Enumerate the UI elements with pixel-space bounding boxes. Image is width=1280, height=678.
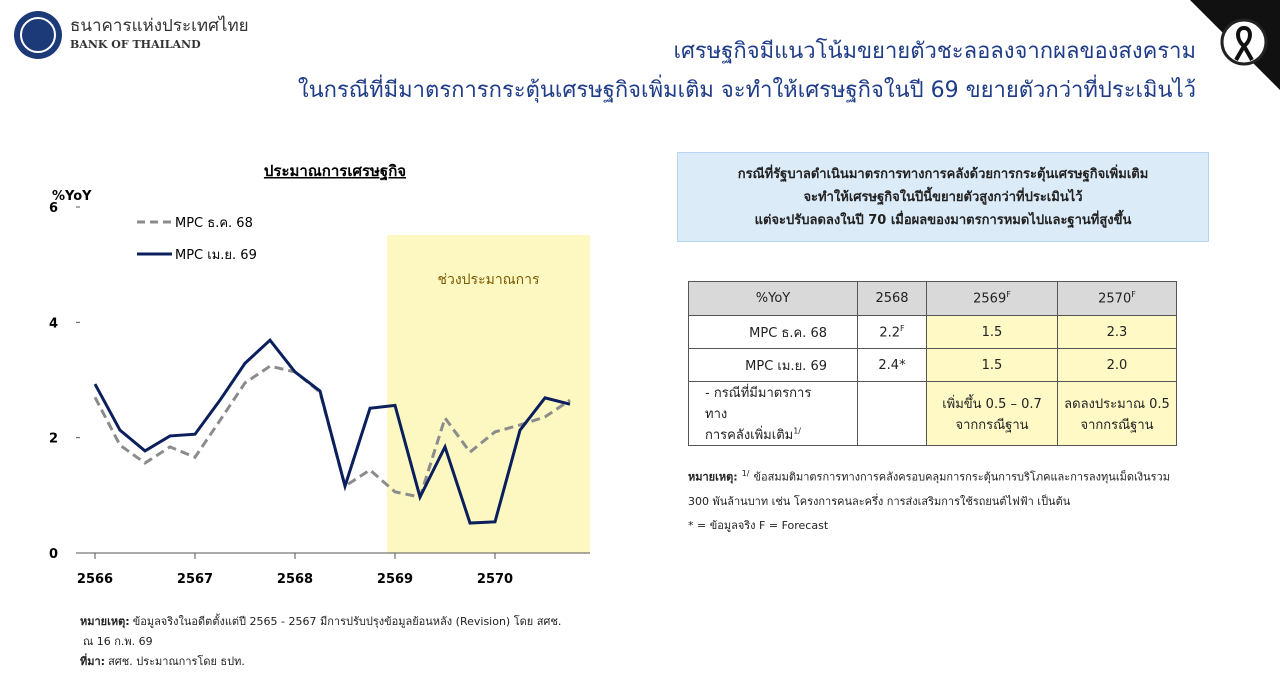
table-notes: หมายเหตุ: 1/ข้อสมมติมาตรการทางการคลังครอบ… <box>688 462 1170 538</box>
table-cell: %YoY <box>688 281 858 316</box>
note-line: 300 พันล้านบาท เช่น โครงการคนละครึ่ง การ… <box>688 494 1071 508</box>
legend-label: MPC ธ.ค. 68 <box>175 216 253 231</box>
note-line: ที่มา: สศช. ประมาณการโดย ธปท. <box>80 652 561 672</box>
series-line <box>93 338 571 525</box>
table-row: MPC ธ.ค. 68 2.2F 1.5 2.3 <box>688 315 1177 349</box>
note-sup: 1/ <box>741 469 750 478</box>
table-cell: 1.5 <box>926 315 1058 349</box>
legend-label: MPC เม.ย. 69 <box>175 248 257 263</box>
x-tick-label: 2570 <box>477 572 513 587</box>
cell-sup: F <box>1006 290 1011 300</box>
table-cell: MPC ธ.ค. 68 <box>688 315 858 349</box>
forecast-shade <box>387 235 590 553</box>
table-row: - กรณีที่มีมาตรการทาง การคลังเพิ่มเติม1/… <box>688 381 1177 446</box>
y-tick-label: 6 <box>49 201 58 216</box>
table-cell: ลดลงประมาณ 0.5 จากกรณีฐาน <box>1057 381 1177 446</box>
cell-text: MPC เม.ย. 69 <box>745 358 827 374</box>
table-header-row: %YoY 2568 2569F 2570F <box>688 281 1177 316</box>
note-text: ข้อสมมติมาตรการทางการคลังครอบคลุมการกระต… <box>753 470 1170 484</box>
cell-sup: F <box>900 323 905 333</box>
table-cell: 2.0 <box>1057 348 1177 382</box>
note-text: ณ 16 ก.พ. 69 <box>83 635 153 648</box>
ribbon <box>1234 26 1254 61</box>
x-tick-label: 2569 <box>377 572 413 587</box>
cell-text: %YoY <box>755 291 791 306</box>
cell-text: 1.5 <box>981 324 1003 340</box>
slide-title: ในกรณีที่มีมาตรการกระตุ้นเศรษฐกิจเพิ่มเต… <box>297 78 1196 103</box>
note-line: * = ข้อมูลจริง F = Forecast <box>688 518 829 532</box>
table-cell: 2568 <box>857 281 927 316</box>
y-tick-label: 0 <box>49 547 58 562</box>
callout-line: จะทำให้เศรษฐกิจในปีนี้ขยายตัวสูงกว่าที่ป… <box>803 189 1083 205</box>
note-text: ข้อมูลจริงในอดีตตั้งแต่ปี 2565 - 2567 มี… <box>132 615 562 628</box>
org-name-th: ธนาคารแห่งประเทศไทย <box>70 16 249 36</box>
cell-text: 2.0 <box>1106 357 1128 373</box>
ribbon-badge <box>1220 18 1268 66</box>
cell-text: 2569 <box>973 291 1007 307</box>
slide-title: เศรษฐกิจมีแนวโน้มขยายตัวชะลอลงจากผลของสง… <box>673 39 1196 64</box>
cell-text: 2570 <box>1098 291 1132 307</box>
table-cell: 2570F <box>1057 281 1177 316</box>
cell-text: 2.2 <box>879 325 901 341</box>
chart-title: ประมาณการเศรษฐกิจ <box>264 162 406 181</box>
logo-ring <box>20 17 56 53</box>
chart-notes: หมายเหตุ: ข้อมูลจริงในอดีตตั้งแต่ปี 2565 … <box>80 612 561 672</box>
cell-text: 2.3 <box>1106 324 1128 340</box>
x-tick-label: 2566 <box>77 572 113 587</box>
cell-text: MPC ธ.ค. 68 <box>749 325 827 341</box>
note-text: สศช. ประมาณการโดย ธปท. <box>108 655 245 668</box>
org-name-en: BANK OF THAILAND <box>70 38 201 51</box>
y-tick-label: 2 <box>49 432 58 447</box>
callout: กรณีที่รัฐบาลดำเนินมาตรการทางการคลังด้วย… <box>677 152 1209 242</box>
table-cell: เพิ่มขึ้น 0.5 – 0.7 จากกรณีฐาน <box>926 381 1058 446</box>
note-line: ณ 16 ก.พ. 69 <box>80 632 561 652</box>
note-label: หมายเหตุ: <box>80 615 130 628</box>
table-cell: 2.2F <box>857 315 927 349</box>
note-label: ที่มา: <box>80 655 106 668</box>
cell-text: 2.4* <box>878 357 906 373</box>
table-cell: MPC เม.ย. 69 <box>688 348 858 382</box>
cell-sup: F <box>1131 290 1136 300</box>
cell-sup: 1/ <box>793 426 801 436</box>
table-cell: 1.5 <box>926 348 1058 382</box>
note-line: หมายเหตุ: ข้อมูลจริงในอดีตตั้งแต่ปี 2565 … <box>80 612 561 632</box>
table-cell: 2.4* <box>857 348 927 382</box>
chart: ช่วงประมาณการ ประมาณการเศรษฐกิจ %YoY 0 2 4 6 25… <box>49 162 590 587</box>
cell-text: 1.5 <box>981 357 1003 373</box>
note-line: หมายเหตุ: 1/ข้อสมมติมาตรการทางการคลังครอบ… <box>688 462 1170 490</box>
y-axis-label: %YoY <box>52 189 92 204</box>
shade-label: ช่วงประมาณการ <box>437 272 540 288</box>
cell-text: 2568 <box>875 291 909 306</box>
table-cell: - กรณีที่มีมาตรการทาง การคลังเพิ่มเติม1/ <box>688 381 858 446</box>
table-row: MPC เม.ย. 69 2.4* 1.5 2.0 <box>688 348 1177 382</box>
note-label: หมายเหตุ: <box>688 470 738 484</box>
cell-text: ลดลงประมาณ 0.5 จากกรณีฐาน <box>1064 396 1170 433</box>
callout-line: กรณีที่รัฐบาลดำเนินมาตรการทางการคลังด้วย… <box>737 166 1149 182</box>
cell-text: - กรณีที่มีมาตรการทาง การคลังเพิ่มเติม <box>705 386 812 443</box>
cell-text: เพิ่มขึ้น 0.5 – 0.7 จากกรณีฐาน <box>942 396 1042 433</box>
callout-line: แต่จะปรับลดลงในปี 70 เมื่อผลของมาตรการหม… <box>754 212 1132 228</box>
table-cell <box>857 381 927 446</box>
forecast-table: %YoY 2568 2569F 2570F MPC ธ.ค. 68 2.2F 1.5 2.3 M… <box>688 281 1177 446</box>
x-tick-label: 2567 <box>177 572 213 587</box>
table-cell: 2569F <box>926 281 1058 316</box>
y-tick-label: 4 <box>49 316 58 331</box>
table-cell: 2.3 <box>1057 315 1177 349</box>
x-tick-label: 2568 <box>277 572 313 587</box>
